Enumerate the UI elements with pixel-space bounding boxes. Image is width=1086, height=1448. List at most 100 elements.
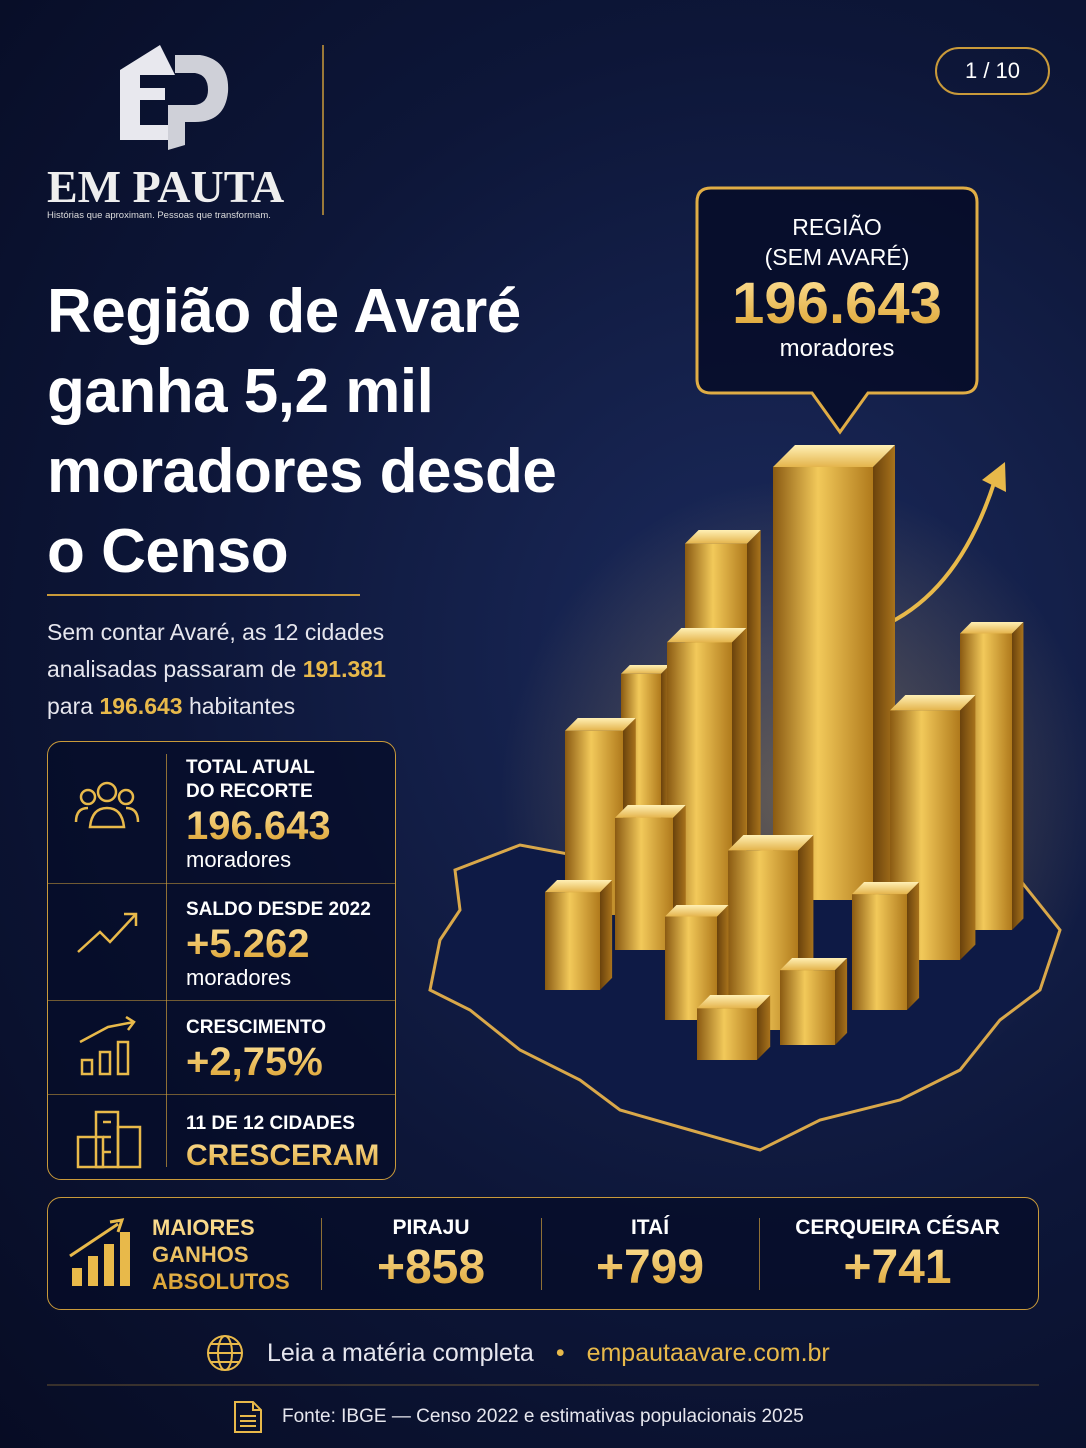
stat-unit: moradores xyxy=(186,847,292,872)
bar-side xyxy=(873,445,895,900)
bar-front xyxy=(852,894,907,1010)
bar-front xyxy=(697,1008,757,1060)
trend-icon xyxy=(77,912,138,953)
growth-icon xyxy=(79,1015,136,1076)
stat: 11 DE 12 CIDADES CRESCERAM xyxy=(186,1112,379,1176)
stat: SALDO DESDE 2022 +5.262 moradores xyxy=(186,898,371,990)
bars-icon xyxy=(69,1218,130,1286)
source-text: Fonte: IBGE — Censo 2022 e estimativas p… xyxy=(282,1406,804,1427)
bar-side xyxy=(835,958,848,1045)
page-indicator: 1 / 10 xyxy=(935,47,1050,95)
gain-city: ITAÍ xyxy=(630,1216,670,1239)
bar-top xyxy=(665,905,729,917)
callout-label-line: (SEM AVARÉ) xyxy=(764,244,910,270)
bar-top xyxy=(960,622,1024,634)
bar-top xyxy=(780,958,848,971)
top-gains-title-line: ABSOLUTOS xyxy=(152,1269,290,1294)
bar-side xyxy=(1012,622,1024,930)
gain-city: CERQUEIRA CÉSAR xyxy=(795,1216,1000,1239)
bar-top xyxy=(685,530,761,544)
globe-icon xyxy=(207,1335,243,1371)
headline-line: Região de Avaré xyxy=(47,277,521,346)
stat-value: 196.643 xyxy=(186,804,331,848)
headline-line: ganha 5,2 mil xyxy=(47,357,434,426)
callout-box xyxy=(695,186,979,435)
top-gains-title-line: GANHOS xyxy=(152,1242,249,1267)
top-gains-title-line: MAIORES xyxy=(152,1215,255,1240)
stat-unit: moradores xyxy=(186,965,292,990)
gains-divider xyxy=(759,1218,760,1290)
stat-label-line: TOTAL ATUAL xyxy=(186,757,315,778)
headline-line: o Censo xyxy=(47,517,289,586)
stat: TOTAL ATUAL DO RECORTE 196.643 moradores xyxy=(186,756,331,872)
bars xyxy=(545,445,1024,1060)
callout-unit: moradores xyxy=(779,335,895,362)
gain-item: CERQUEIRA CÉSAR +741 xyxy=(759,1216,1036,1296)
bar-top xyxy=(565,718,636,731)
bar-top xyxy=(667,628,747,643)
logo-title: EM PAUTA xyxy=(47,161,285,212)
stat-value: +5.262 xyxy=(186,922,371,966)
stat-label: 11 DE 12 CIDADES xyxy=(186,1113,355,1134)
top-gains-box: MAIORES GANHOS ABSOLUTOS PIRAJU +858 ITAÍ … xyxy=(47,1197,1039,1310)
subtitle-number: 191.381 xyxy=(302,656,386,682)
bar-top xyxy=(773,445,895,467)
bar-front xyxy=(545,892,600,990)
bar-top xyxy=(615,805,686,818)
subtitle: Sem contar Avaré, as 12 cidades analisad… xyxy=(47,614,447,725)
url[interactable]: empautaavare.com.br xyxy=(586,1338,830,1367)
footer-link: Leia a matéria completa • empautaavare.c… xyxy=(205,1333,830,1373)
gain-item: PIRAJU +858 xyxy=(321,1216,541,1296)
callout-label-line: REGIÃO xyxy=(792,214,882,240)
stat-label: SALDO DESDE 2022 xyxy=(186,899,371,920)
bar-side xyxy=(960,695,976,960)
bar-side xyxy=(747,530,761,850)
bar-front xyxy=(780,970,835,1045)
headline-line: moradores desde xyxy=(47,437,557,506)
top-gains-title: MAIORES GANHOS ABSOLUTOS xyxy=(152,1214,290,1295)
stats-divider xyxy=(166,754,167,1167)
bar-top xyxy=(697,995,771,1009)
stat-separator xyxy=(48,1094,395,1095)
bar-side xyxy=(600,880,613,990)
bar-side xyxy=(757,995,771,1060)
gain-city: PIRAJU xyxy=(392,1216,470,1239)
read-more: Leia a matéria completa xyxy=(267,1338,534,1367)
callout-value: 196.643 xyxy=(697,272,977,336)
stat-separator xyxy=(48,883,395,884)
separator: • xyxy=(555,1338,565,1367)
trend-arrow xyxy=(884,479,997,627)
bar-top xyxy=(890,695,976,711)
logo-mark xyxy=(120,45,229,150)
subtitle-text: habitantes xyxy=(188,693,296,719)
gains-divider xyxy=(321,1218,322,1290)
bar-front xyxy=(773,467,873,900)
stat-label-line: DO RECORTE xyxy=(186,781,313,802)
stat-value: +2,75% xyxy=(186,1040,326,1084)
subtitle-number: 196.643 xyxy=(99,693,183,719)
logo-tagline: Histórias que aproximam. Pessoas que tra… xyxy=(47,210,271,221)
doc-icon xyxy=(234,1401,262,1433)
bar-top xyxy=(621,665,670,674)
people-icon xyxy=(74,781,140,829)
stat: CRESCIMENTO +2,75% xyxy=(186,1016,326,1084)
bar-front xyxy=(615,817,673,950)
gain-value: +741 xyxy=(759,1240,1036,1296)
callout-label: REGIÃO (SEM AVARÉ) xyxy=(697,212,977,272)
bar-top xyxy=(545,880,613,893)
bar-side xyxy=(907,882,920,1010)
bar-top xyxy=(852,882,920,895)
trend-arrow-head xyxy=(982,462,1006,492)
headline: Região de Avaré ganha 5,2 mil moradores … xyxy=(47,272,557,592)
gain-value: +858 xyxy=(321,1240,541,1296)
source: Fonte: IBGE — Censo 2022 e estimativas p… xyxy=(232,1400,804,1434)
callout: REGIÃO (SEM AVARÉ) 196.643 moradores xyxy=(697,212,977,362)
subtitle-text: Sem contar Avaré, as 12 cidades analisad… xyxy=(47,619,385,682)
stat-value: CRESCERAM xyxy=(186,1136,379,1176)
stats-box: TOTAL ATUAL DO RECORTE 196.643 moradores … xyxy=(47,741,396,1180)
subtitle-text: para xyxy=(47,693,94,719)
stats-icons xyxy=(74,781,142,1169)
stat-label: TOTAL ATUAL DO RECORTE xyxy=(186,756,331,804)
